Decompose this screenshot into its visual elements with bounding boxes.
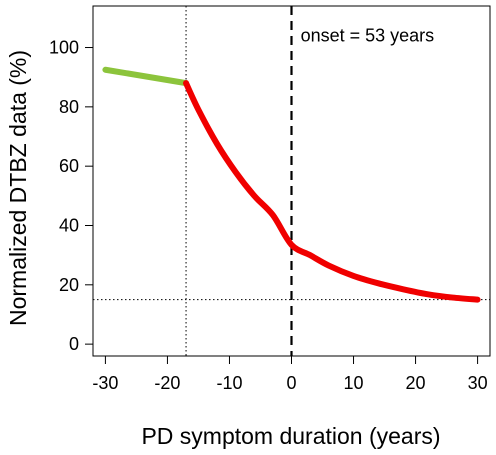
y-tick-label: 20 <box>59 275 79 295</box>
x-tick-label: -20 <box>154 373 180 393</box>
y-axis-title: Normalized DTBZ data (%) <box>5 50 31 326</box>
y-tick-label: 0 <box>69 334 79 354</box>
series-line-1 <box>102 66 190 87</box>
y-tick-label: 60 <box>59 156 79 176</box>
y-tick-label: 40 <box>59 215 79 235</box>
annotation-onset-label: onset = 53 years <box>301 26 435 46</box>
y-tick-label: 100 <box>49 38 79 58</box>
x-tick-label: 0 <box>286 373 296 393</box>
x-tick-label: 10 <box>344 373 364 393</box>
y-tick-label: 80 <box>59 97 79 117</box>
x-axis-title: PD symptom duration (years) <box>141 423 440 449</box>
x-tick-label: -10 <box>216 373 242 393</box>
series-line-2 <box>183 80 481 303</box>
x-tick-label: 20 <box>406 373 426 393</box>
x-tick-label: 30 <box>468 373 488 393</box>
x-tick-label: -30 <box>92 373 118 393</box>
